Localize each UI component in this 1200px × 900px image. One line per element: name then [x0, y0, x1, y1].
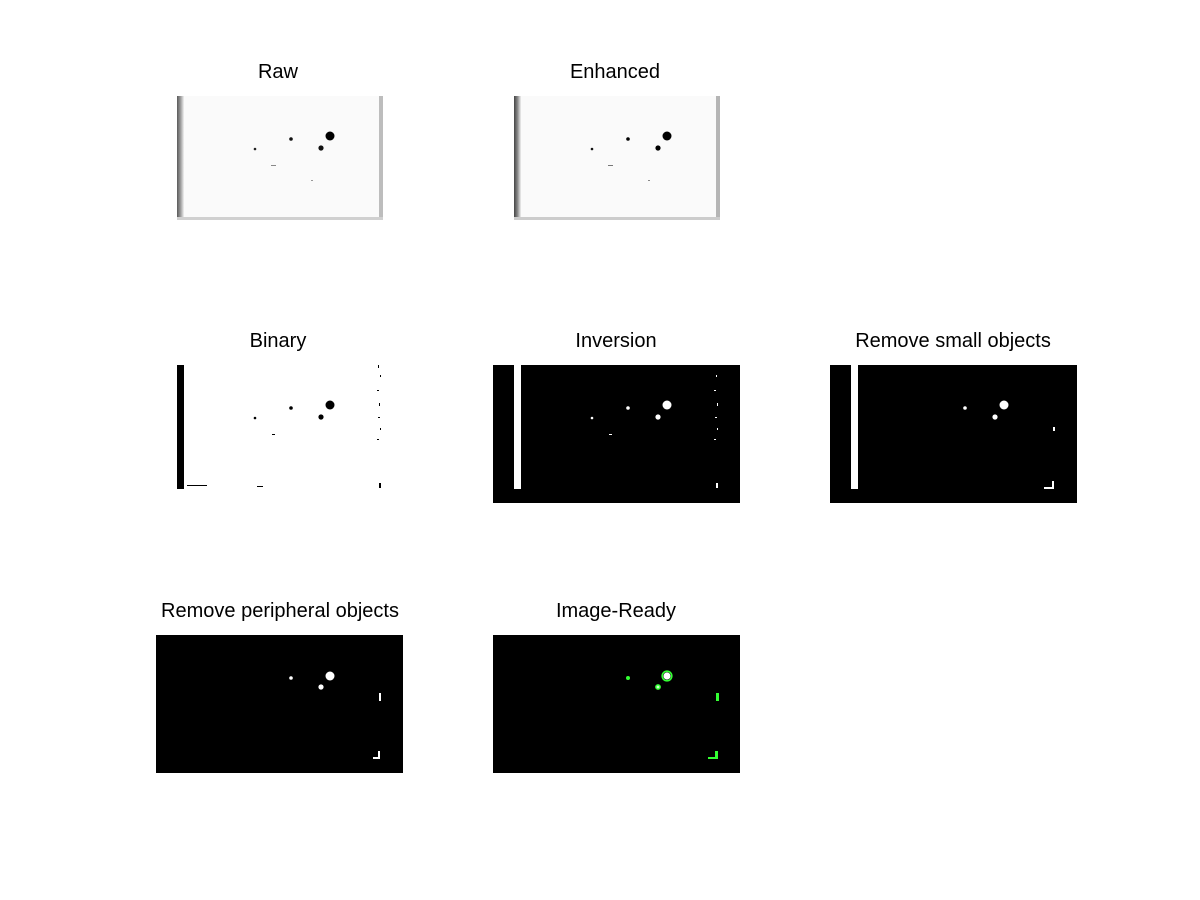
- panel-title-raw: Raw: [257, 61, 298, 83]
- panel-title-remove-small-objects: Remove small objects: [855, 330, 1051, 352]
- panel-title-enhanced: Enhanced: [569, 61, 661, 83]
- enhanced-image: [514, 96, 720, 220]
- remove-small-objects-image: [830, 365, 1077, 503]
- binary-image: [177, 365, 383, 489]
- inversion-image: [493, 365, 740, 503]
- raw-image: [177, 96, 383, 220]
- panel-title-remove-peripheral-objects: Remove peripheral objects: [161, 600, 399, 622]
- panel-title-inversion: Inversion: [575, 330, 657, 352]
- panel-title-binary: Binary: [249, 330, 307, 352]
- remove-peripheral-objects-image: [156, 635, 403, 773]
- image-ready-image: [493, 635, 740, 773]
- panel-title-image-ready: Image-Ready: [555, 600, 677, 622]
